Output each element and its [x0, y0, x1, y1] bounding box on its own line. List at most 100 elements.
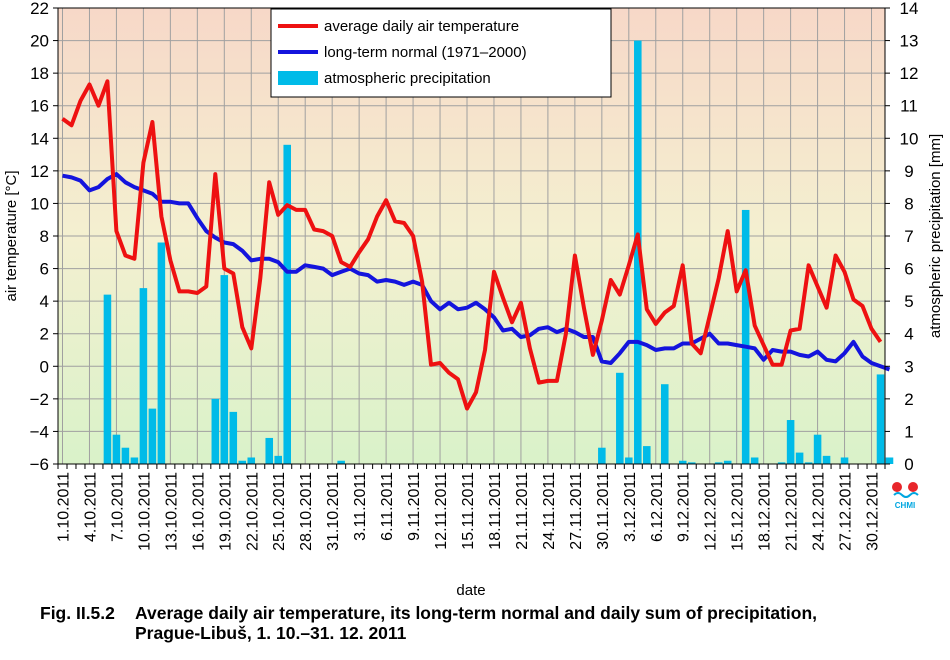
x-axis-ticks: 1.10.2011 4.10.2011 7.10.2011 10.10.2011 13.…	[55, 464, 886, 551]
caption-line-2: Prague-Libuš, 1. 10.–31. 12. 2011	[135, 623, 407, 643]
precipitation-bar	[777, 462, 786, 464]
precipitation-bar	[130, 457, 139, 464]
figure-caption: Fig. II.5.2 Average daily air temperature…	[40, 603, 945, 643]
y2-tick-label: 4	[904, 325, 913, 344]
precipitation-bar	[148, 408, 157, 464]
x-tick-label: 9.12.2011	[676, 472, 693, 542]
x-tick-label: 21.12.2011	[784, 472, 801, 551]
x-tick-label: 4.10.2011	[82, 472, 99, 542]
x-tick-label: 6.12.2011	[649, 472, 666, 542]
y-tick-label: 14	[30, 129, 49, 148]
precipitation-bar	[714, 462, 723, 464]
precipitation-bar	[723, 460, 732, 464]
x-tick-label: 22.10.2011	[244, 472, 261, 551]
y-tick-label: 2	[40, 325, 49, 344]
x-tick-label: 9.11.2011	[406, 472, 423, 541]
x-tick-label: 30.11.2011	[595, 472, 612, 550]
precipitation-bar	[247, 457, 256, 464]
y2-tick-label: 13	[900, 32, 919, 51]
legend: average daily air temperature long-term …	[270, 8, 612, 98]
x-tick-label: 6.11.2011	[379, 472, 396, 541]
y2-tick-label: 8	[904, 194, 913, 213]
precipitation-bar	[885, 457, 894, 464]
legend-label-precipitation: atmospheric precipitation	[324, 70, 491, 87]
x-tick-label: 12.12.2011	[703, 472, 720, 551]
y-axis-label: air temperature [°C]	[3, 170, 20, 301]
caption-line-1: Average daily air temperature, its long-…	[135, 603, 818, 623]
legend-label-temperature: average daily air temperature	[324, 18, 519, 35]
precipitation-bar	[274, 455, 283, 464]
legend-label-normal: long-term normal (1971–2000)	[324, 44, 527, 61]
precipitation-bar	[840, 457, 849, 464]
y2-tick-label: 14	[900, 0, 919, 18]
precipitation-bar	[112, 434, 121, 464]
x-tick-label: 10.10.2011	[136, 472, 153, 551]
precipitation-bar	[741, 209, 750, 464]
x-tick-label: 31.10.2011	[325, 472, 342, 551]
y-tick-label: −4	[30, 422, 49, 441]
precipitation-bar	[283, 144, 291, 465]
y-tick-label: 8	[40, 227, 49, 246]
x-tick-label: 24.12.2011	[811, 472, 828, 551]
x-tick-label: 21.11.2011	[514, 472, 531, 550]
precipitation-bar	[265, 437, 274, 464]
x-tick-label: 13.10.2011	[163, 472, 180, 551]
y-tick-label: 20	[30, 32, 49, 51]
y-tick-label: 6	[40, 260, 49, 279]
legend-box	[270, 8, 612, 98]
y-tick-label: 4	[40, 292, 49, 311]
precipitation-bar	[795, 452, 804, 464]
y2-tick-label: 5	[904, 292, 913, 311]
precipitation-bar	[157, 242, 166, 464]
precipitation-bar	[643, 446, 651, 464]
precipitation-bar	[678, 460, 687, 464]
precipitation-bar	[121, 447, 130, 464]
x-tick-label: 28.10.2011	[298, 472, 315, 551]
y2-tick-label: 2	[904, 390, 913, 409]
x-tick-label: 18.12.2011	[757, 472, 774, 551]
precipitation-bar	[804, 462, 813, 464]
logo-wave	[893, 492, 919, 498]
figure-number: Fig. II.5.2	[40, 603, 115, 623]
y-tick-label: −2	[30, 390, 49, 409]
precipitation-bar	[750, 457, 759, 464]
precipitation-bar	[786, 420, 795, 464]
precipitation-bar	[876, 374, 885, 464]
precipitation-bar	[229, 411, 238, 464]
logo-text: CHMI	[895, 501, 915, 510]
x-tick-label: 7.10.2011	[109, 472, 126, 542]
precipitation-bar	[822, 455, 831, 464]
y2-tick-label: 9	[904, 162, 913, 181]
precipitation-bar	[634, 40, 642, 464]
series-lines	[61, 79, 891, 411]
x-tick-label: 27.11.2011	[568, 472, 585, 550]
y2-tick-label: 6	[904, 260, 913, 279]
y-tick-label: 18	[30, 64, 49, 83]
y2-axis-label: atmospheric precipitation [mm]	[927, 134, 944, 338]
x-tick-label: 15.12.2011	[730, 472, 747, 551]
precipitation-bar	[238, 460, 247, 464]
precipitation-bar	[813, 434, 822, 464]
y-tick-label: 16	[30, 97, 49, 116]
x-tick-label: 15.11.2011	[460, 472, 477, 550]
y2-tick-label: 3	[904, 357, 913, 376]
y2-tick-label: 12	[900, 64, 919, 83]
y2-tick-label: 7	[904, 227, 913, 246]
x-axis-label: date	[456, 582, 485, 599]
y-tick-label: 0	[40, 357, 49, 376]
y2-tick-label: 11	[900, 97, 918, 116]
x-tick-label: 16.10.2011	[190, 472, 207, 551]
logo-dot-left	[892, 482, 902, 492]
precipitation-bar	[220, 275, 229, 464]
x-tick-label: 27.12.2011	[838, 472, 855, 551]
y2-tick-label: 10	[900, 129, 919, 148]
precipitation-bar	[660, 384, 669, 464]
legend-swatch-precipitation	[278, 71, 318, 85]
y-tick-label: 12	[30, 162, 49, 181]
precipitation-bars	[103, 40, 894, 465]
x-tick-label: 25.10.2011	[271, 472, 288, 551]
chmi-logo: CHMI	[892, 482, 919, 510]
y-tick-label: −6	[30, 455, 49, 474]
